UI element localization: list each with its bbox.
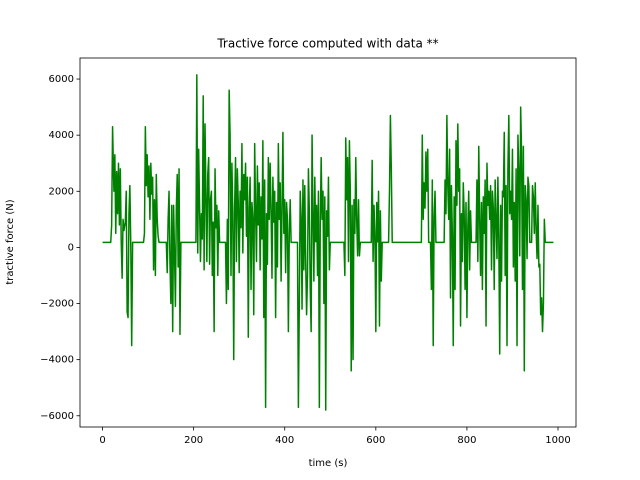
- y-tick-label: 6000: [49, 74, 74, 85]
- axes-frame: [79, 57, 577, 428]
- x-tick-label: 800: [457, 435, 476, 446]
- data-line: [102, 74, 554, 411]
- y-tick-label: −6000: [40, 411, 74, 422]
- y-tick-label: 2000: [49, 186, 74, 197]
- x-tick-label: 1000: [545, 435, 570, 446]
- y-tick-label: −4000: [40, 355, 74, 366]
- x-tick-label: 0: [99, 435, 105, 446]
- y-tick-label: 0: [68, 242, 74, 253]
- x-axis-label: time (s): [309, 458, 348, 469]
- x-tick-label: 400: [275, 435, 294, 446]
- x-tick-label: 600: [366, 435, 385, 446]
- y-tick-label: 4000: [49, 130, 74, 141]
- x-tick-label: 200: [184, 435, 203, 446]
- y-axis-label: tractive force (N): [5, 199, 16, 284]
- y-tick-label: −2000: [40, 299, 74, 310]
- chart-title: Tractive force computed with data **: [216, 37, 438, 51]
